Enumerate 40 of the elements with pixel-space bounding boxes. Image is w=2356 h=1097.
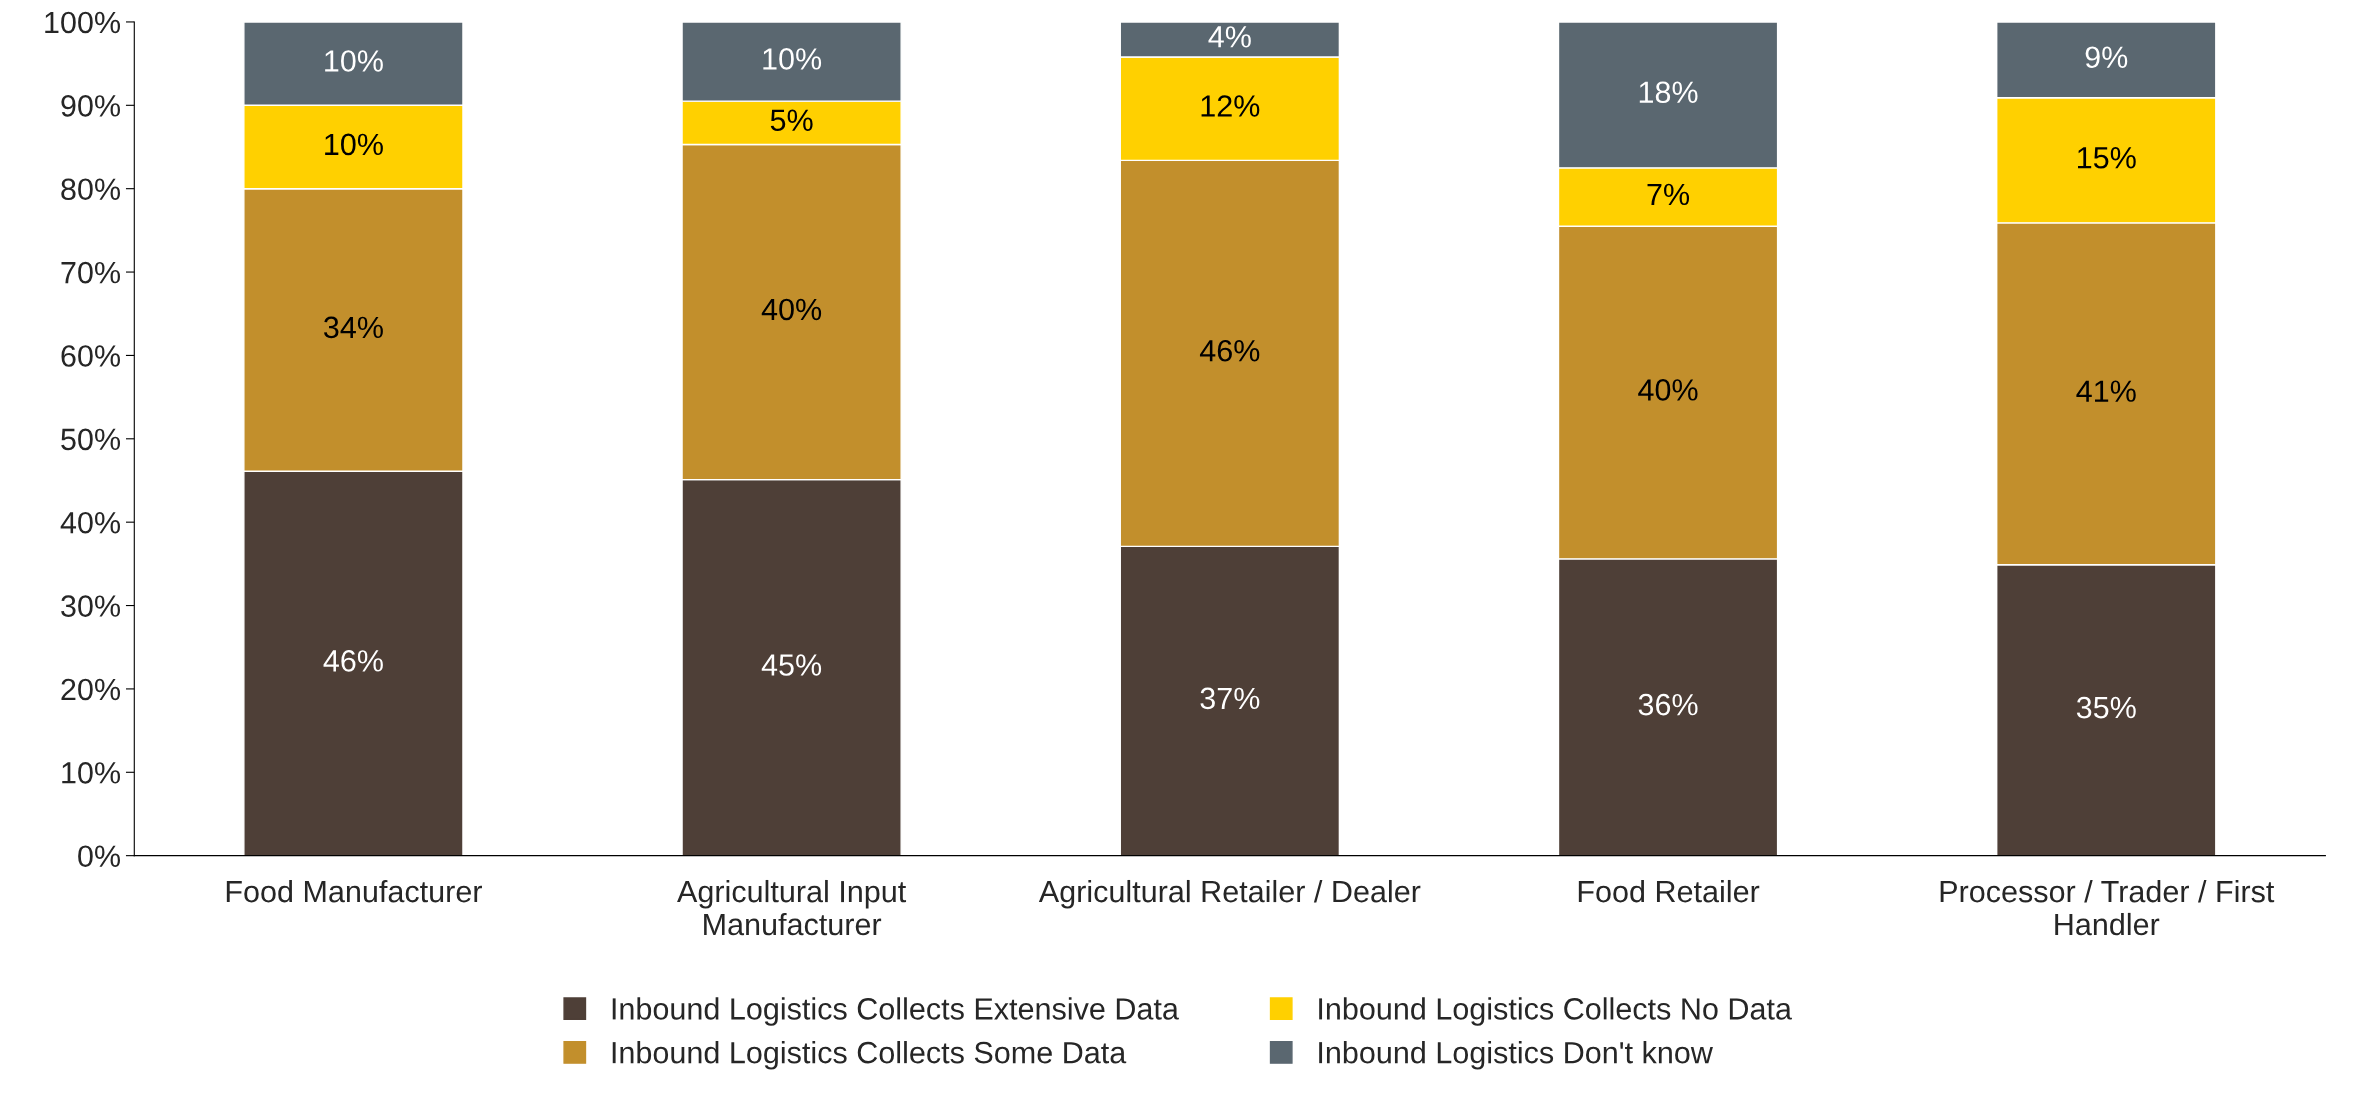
y-tick-label: 80% [61,178,121,201]
legend-label: Inbound Logistics Collects Some Data [612,1041,1127,1070]
data-label: 34% [323,316,383,339]
data-label: 12% [1201,95,1260,117]
data-label: 40% [1638,379,1698,401]
y-tick-label: 100% [45,11,121,34]
data-label: 7% [1647,183,1690,206]
data-label: 37% [1200,687,1260,710]
x-tick-label: Food Manufacturer [226,879,482,903]
legend-label: Inbound Logistics Don't know [1319,1041,1713,1070]
legend-label: Inbound Logistics Collects Extensive Data [612,997,1179,1026]
legend-label: Inbound Logistics Collects No Data [1319,997,1792,1026]
y-tick-label: 90% [61,95,121,117]
data-label: 46% [323,650,383,672]
data-label: 46% [1199,339,1260,362]
data-label: 10% [325,133,383,156]
y-tick-label: 30% [61,595,121,617]
y-tick-label: 20% [61,678,121,701]
data-label: 10% [763,48,822,70]
data-label: 40% [761,298,822,321]
y-tick-label: 10% [62,762,121,784]
data-label: 4% [1208,26,1251,48]
x-tick-label: Food Retailer [1578,879,1760,903]
data-label: 18% [1639,81,1698,104]
y-tick-label: 50% [61,428,121,451]
data-label: 36% [1638,693,1698,716]
data-label: 45% [761,654,822,676]
data-label: 5% [770,109,813,132]
x-tick-label: Agricultural Retailer / Dealer [1038,879,1421,909]
y-tick-label: 70% [61,261,121,284]
y-tick-label: 0% [78,845,121,868]
data-label: 41% [2076,380,2136,402]
data-label: 15% [2078,147,2136,169]
data-label: 9% [2085,46,2128,69]
y-tick-label: 40% [60,511,121,534]
y-tick-label: 60% [61,345,121,367]
x-tick-label: Processor / Trader / First Handler [1940,879,2275,936]
data-label: 35% [2076,696,2136,719]
x-tick-label: Agricultural Input Manufacturer [677,879,907,936]
data-label: 10% [325,50,383,72]
